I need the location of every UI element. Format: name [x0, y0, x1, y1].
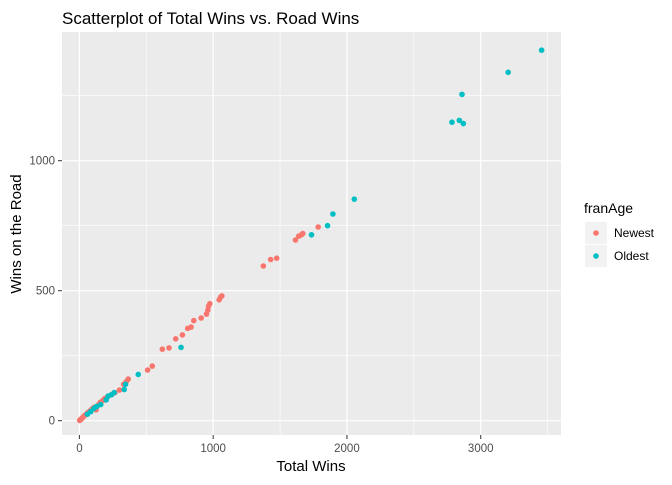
- y-axis-ticks: 0 500 1000: [29, 156, 62, 428]
- x-tick-label: 0: [76, 443, 82, 455]
- data-point-newest: [315, 224, 321, 230]
- data-point-oldest: [324, 222, 331, 229]
- data-point-oldest: [351, 196, 358, 202]
- data-point-newest: [172, 336, 179, 342]
- data-point-oldest: [121, 386, 128, 393]
- data-point-newest: [159, 346, 166, 353]
- legend: franAge Newest Oldest: [584, 200, 655, 267]
- minor-gridlines: [62, 32, 561, 435]
- data-point-oldest: [456, 117, 463, 124]
- major-gridlines: [62, 32, 561, 435]
- legend-label-newest: Newest: [614, 226, 655, 240]
- legend-label-oldest: Oldest: [614, 249, 649, 263]
- data-point-newest: [179, 332, 186, 338]
- legend-title: franAge: [584, 200, 633, 216]
- x-tick-label: 2000: [334, 443, 360, 455]
- y-tick-label: 500: [36, 286, 55, 298]
- legend-swatch-newest: [593, 230, 599, 236]
- data-point-newest: [125, 376, 132, 382]
- x-tick-label: 3000: [468, 443, 494, 455]
- data-point-newest: [144, 367, 151, 373]
- data-points: [76, 47, 545, 424]
- data-point-newest: [267, 256, 274, 263]
- data-point-oldest: [459, 91, 465, 98]
- data-point-newest: [190, 317, 197, 324]
- data-point-newest: [207, 300, 213, 307]
- legend-entries: Newest Oldest: [585, 222, 655, 267]
- data-point-newest: [205, 307, 211, 314]
- data-point-newest: [292, 237, 299, 243]
- data-point-oldest: [538, 47, 545, 53]
- data-point-oldest: [178, 344, 184, 351]
- y-tick-label: 1000: [29, 156, 55, 168]
- data-point-oldest: [505, 69, 511, 76]
- x-axis-ticks: 0 1000 2000 3000: [76, 435, 494, 455]
- legend-swatch-oldest: [593, 253, 599, 259]
- data-point-newest: [273, 255, 280, 261]
- data-point-newest: [260, 263, 267, 269]
- data-point-newest: [198, 315, 204, 321]
- data-point-newest: [188, 324, 194, 330]
- y-axis-label: Wins on the Road: [8, 174, 25, 293]
- y-tick-label: 0: [49, 416, 55, 428]
- data-point-oldest: [135, 371, 142, 378]
- x-tick-label: 1000: [200, 443, 226, 455]
- data-point-oldest: [111, 389, 117, 396]
- data-point-oldest: [122, 381, 129, 388]
- data-point-newest: [116, 387, 123, 393]
- data-point-oldest: [97, 401, 104, 408]
- data-point-oldest: [460, 120, 467, 127]
- data-point-newest: [166, 345, 172, 351]
- data-point-oldest: [308, 232, 315, 238]
- data-point-newest: [300, 230, 306, 237]
- x-axis-label: Total Wins: [276, 458, 345, 475]
- data-point-newest: [149, 363, 156, 369]
- data-point-newest: [219, 293, 225, 299]
- chart-title: Scatterplot of Total Wins vs. Road Wins: [62, 9, 359, 28]
- data-point-oldest: [449, 119, 455, 126]
- data-point-oldest: [330, 211, 336, 217]
